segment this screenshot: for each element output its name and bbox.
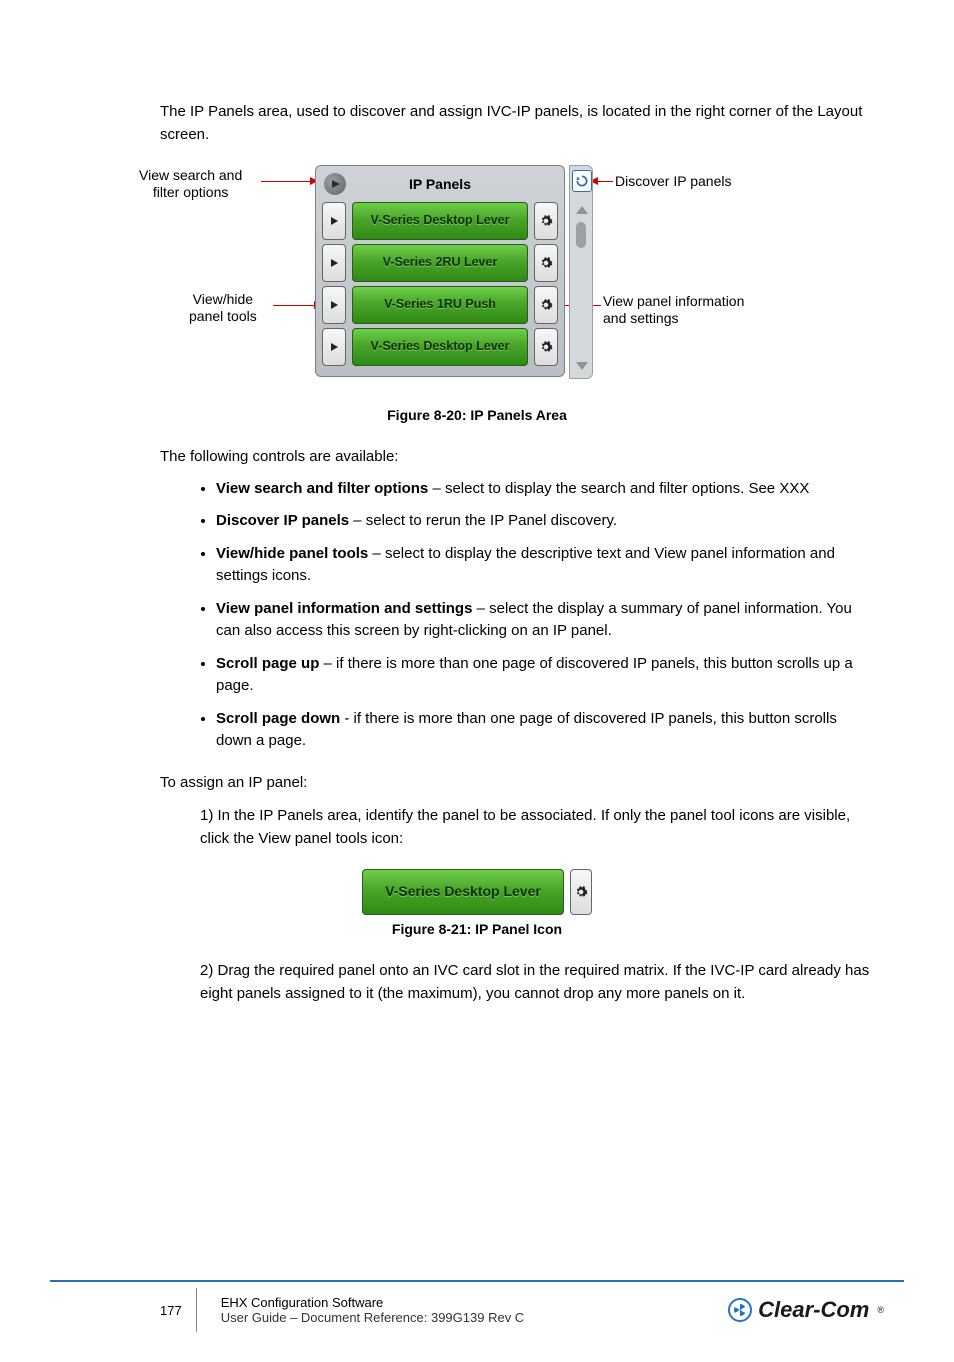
- list-item-bold: Scroll page down: [216, 710, 340, 727]
- list-item-bold: Discover IP panels: [216, 512, 349, 529]
- panel-row: V-Series 2RU Lever: [322, 244, 558, 282]
- step-1: 1) In the IP Panels area, identify the p…: [200, 804, 874, 851]
- ip-panels-window: IP Panels V-Series Desktop Lever V-Serie…: [315, 165, 565, 377]
- panel-settings-icon[interactable]: [570, 869, 592, 915]
- controls-intro: The following controls are available:: [160, 445, 874, 468]
- list-item-bold: View search and filter options: [216, 480, 428, 497]
- figure-ip-panel-icon: V-Series Desktop Lever: [362, 869, 592, 915]
- scroll-up-icon[interactable]: [576, 206, 588, 214]
- panel-chip[interactable]: V-Series 1RU Push: [352, 286, 528, 324]
- panel-chip[interactable]: V-Series Desktop Lever: [352, 328, 528, 366]
- panel-settings-icon[interactable]: [534, 328, 558, 366]
- arrow-discover: [591, 181, 613, 183]
- panel-chip[interactable]: V-Series Desktop Lever: [352, 202, 528, 240]
- figure-2-caption: Figure 8-21: IP Panel Icon: [80, 921, 874, 937]
- list-item-bold: Scroll page up: [216, 655, 319, 672]
- panel-settings-icon[interactable]: [534, 202, 558, 240]
- view-hide-tools-icon[interactable]: [322, 244, 346, 282]
- footer-line-2: User Guide – Document Reference: 399G139…: [221, 1310, 525, 1325]
- footer-separator: [196, 1288, 197, 1332]
- callout-view-hide: View/hidepanel tools: [189, 291, 257, 326]
- controls-list: View search and filter options – select …: [160, 478, 874, 753]
- view-hide-tools-icon[interactable]: [322, 202, 346, 240]
- panel-row: V-Series Desktop Lever: [322, 202, 558, 240]
- callout-panel-info: View panel informationand settings: [603, 293, 744, 328]
- footer-rule: [50, 1280, 904, 1282]
- list-item-rest: – select to display the search and filte…: [428, 480, 809, 497]
- page-number: 177: [160, 1303, 182, 1318]
- search-filter-icon[interactable]: [324, 173, 346, 195]
- list-item: Discover IP panels – select to rerun the…: [216, 510, 874, 533]
- list-item: View search and filter options – select …: [216, 478, 874, 501]
- panel-settings-icon[interactable]: [534, 244, 558, 282]
- callout-discover: Discover IP panels: [615, 173, 731, 191]
- panel-chip[interactable]: V-Series 2RU Lever: [352, 244, 528, 282]
- logo-mark-icon: [728, 1298, 752, 1322]
- scroll-column: [569, 165, 593, 379]
- arrow-search-filter: [261, 181, 317, 183]
- list-item: Scroll page up – if there is more than o…: [216, 653, 874, 698]
- arrow-view-hide: [273, 305, 321, 307]
- assign-intro: To assign an IP panel:: [160, 771, 874, 794]
- list-item-rest: – select to rerun the IP Panel discovery…: [349, 512, 617, 529]
- list-item-bold: View panel information and settings: [216, 600, 472, 617]
- view-hide-tools-icon[interactable]: [322, 286, 346, 324]
- brand-name: Clear-Com: [758, 1297, 869, 1323]
- ip-panels-title: IP Panels: [409, 176, 471, 192]
- figure-1-caption: Figure 8-20: IP Panels Area: [80, 407, 874, 423]
- view-hide-tools-icon[interactable]: [322, 328, 346, 366]
- scroll-thumb[interactable]: [576, 222, 586, 248]
- scroll-down-icon[interactable]: [576, 362, 588, 370]
- list-item: View panel information and settings – se…: [216, 598, 874, 643]
- footer-line-1: EHX Configuration Software: [221, 1295, 525, 1310]
- discover-ip-panels-icon[interactable]: [572, 170, 592, 192]
- step-2: 2) Drag the required panel onto an IVC c…: [200, 959, 874, 1006]
- panel-chip[interactable]: V-Series Desktop Lever: [362, 869, 564, 915]
- panel-row: V-Series 1RU Push: [322, 286, 558, 324]
- ip-panels-header: IP Panels: [320, 170, 560, 198]
- list-item: View/hide panel tools – select to displa…: [216, 543, 874, 588]
- list-item-bold: View/hide panel tools: [216, 545, 368, 562]
- intro-paragraph: The IP Panels area, used to discover and…: [160, 100, 874, 147]
- figure-ip-panels-area: View search andfilter options View/hidep…: [157, 165, 797, 395]
- panel-settings-icon[interactable]: [534, 286, 558, 324]
- list-item: Scroll page down - if there is more than…: [216, 708, 874, 753]
- page-footer: 177 EHX Configuration Software User Guid…: [50, 1288, 904, 1362]
- panel-row: V-Series Desktop Lever: [322, 328, 558, 366]
- brand-logo: Clear-Com®: [728, 1297, 904, 1323]
- callout-search-filter: View search andfilter options: [139, 167, 242, 202]
